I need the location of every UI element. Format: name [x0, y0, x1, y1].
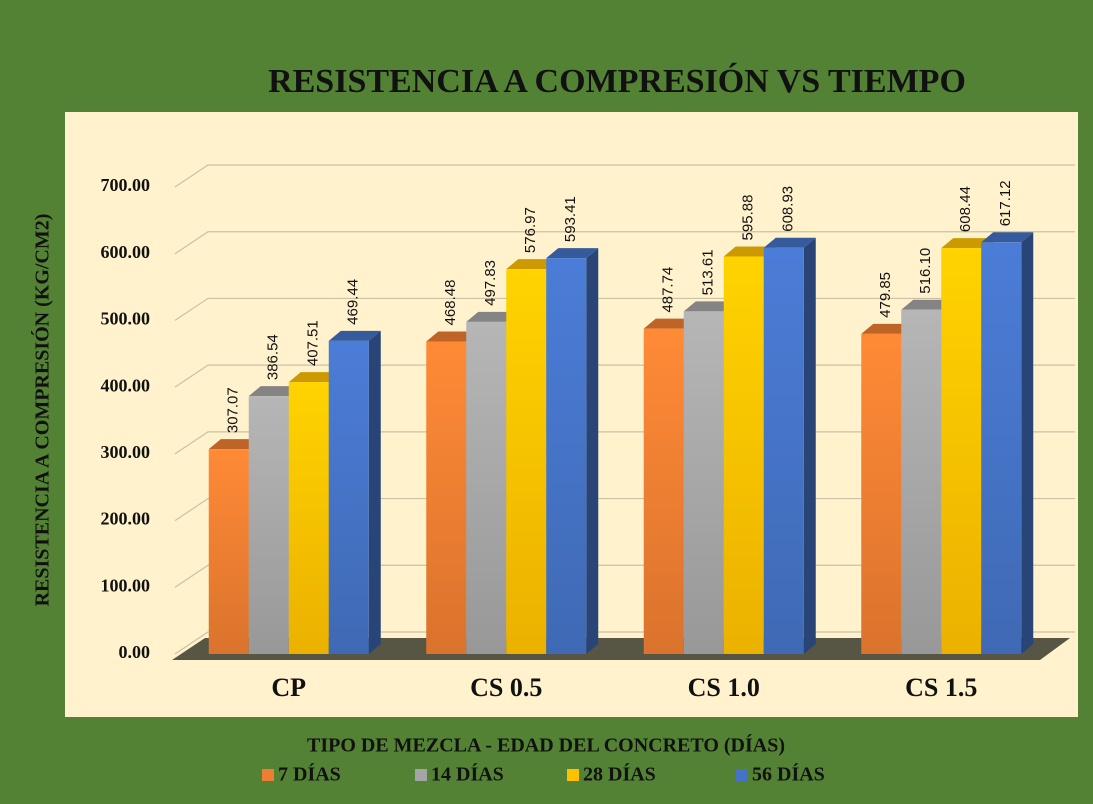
- data-label: 307.07: [225, 387, 242, 433]
- legend-swatch: [736, 769, 748, 781]
- data-label: 513.61: [700, 249, 717, 295]
- y-tick-label: 100.00: [101, 575, 151, 595]
- bar: [506, 269, 547, 654]
- bar: [861, 333, 902, 654]
- bar: [288, 382, 329, 654]
- grid-line: [174, 231, 1075, 255]
- legend-label: 7 DÍAS: [278, 763, 341, 786]
- legend-swatch: [262, 769, 274, 781]
- data-label: 617.12: [997, 180, 1014, 226]
- bar-top: [683, 301, 736, 312]
- data-label: 468.48: [442, 280, 459, 326]
- bar: [426, 341, 467, 654]
- bar: [248, 396, 289, 654]
- y-tick-label: 700.00: [101, 175, 151, 195]
- data-label: 487.74: [660, 267, 677, 313]
- y-tick-label: 200.00: [101, 509, 151, 529]
- data-label: 608.93: [780, 186, 797, 232]
- x-tick-label: CS 1.5: [905, 673, 977, 702]
- bar-side: [586, 248, 599, 654]
- x-tick-label: CS 1.0: [688, 673, 760, 702]
- data-label: 576.97: [522, 207, 539, 253]
- bar-top: [426, 331, 479, 342]
- data-label: 469.44: [345, 279, 362, 325]
- bar-side: [1021, 232, 1034, 655]
- bar-top: [546, 248, 599, 259]
- bar: [208, 449, 249, 654]
- legend-label: 28 DÍAS: [583, 763, 656, 786]
- data-label: 593.41: [562, 196, 579, 242]
- data-label: 595.88: [740, 195, 757, 241]
- bar-top: [248, 386, 301, 397]
- bar: [643, 328, 684, 654]
- legend-label: 14 DÍAS: [431, 763, 504, 786]
- y-axis-title: RESISTENCIA A COMPRESIÓN (KG/CM2): [30, 214, 54, 607]
- y-tick-label: 300.00: [101, 442, 151, 462]
- floor: [172, 638, 1070, 660]
- bar: [763, 247, 804, 654]
- bar: [901, 309, 942, 654]
- bar-side: [368, 330, 381, 654]
- y-tick-label: 400.00: [101, 375, 151, 395]
- bar: [981, 242, 1022, 655]
- data-label: 497.83: [482, 260, 499, 306]
- x-axis-title: TIPO DE MEZCLA - EDAD DEL CONCRETO (DÍAS…: [307, 734, 785, 757]
- data-label: 407.51: [305, 320, 322, 366]
- x-tick-label: CP: [271, 673, 306, 702]
- bar-top: [506, 259, 559, 270]
- y-tick-label: 600.00: [101, 242, 151, 262]
- bar-top: [901, 299, 954, 310]
- bar: [466, 321, 507, 654]
- y-tick-label: 0.00: [119, 642, 151, 662]
- bar-top: [466, 311, 519, 322]
- bar: [683, 311, 724, 654]
- bar-top: [288, 372, 341, 383]
- bar-top: [941, 238, 994, 249]
- data-label: 608.44: [957, 186, 974, 232]
- bar: [546, 258, 587, 654]
- bar: [941, 248, 982, 654]
- chart-title: RESISTENCIA A COMPRESIÓN VS TIEMPO: [268, 62, 966, 100]
- x-tick-label: CS 0.5: [470, 673, 542, 702]
- bar-top: [208, 439, 261, 450]
- bar-top: [328, 330, 381, 341]
- bar-top: [981, 232, 1034, 243]
- grid-line: [174, 164, 1075, 188]
- bar-top: [763, 237, 816, 248]
- data-label: 479.85: [877, 272, 894, 318]
- legend-swatch: [415, 769, 427, 781]
- y-tick-label: 500.00: [101, 309, 151, 329]
- legend-swatch: [567, 769, 579, 781]
- bar: [723, 256, 764, 654]
- data-label: 516.10: [917, 248, 934, 294]
- bar-side: [803, 237, 816, 654]
- bar: [328, 340, 369, 654]
- bar-top: [861, 323, 914, 334]
- bar-top: [723, 246, 776, 257]
- bar-top: [643, 318, 696, 329]
- data-label: 386.54: [265, 334, 282, 380]
- legend-label: 56 DÍAS: [752, 763, 825, 786]
